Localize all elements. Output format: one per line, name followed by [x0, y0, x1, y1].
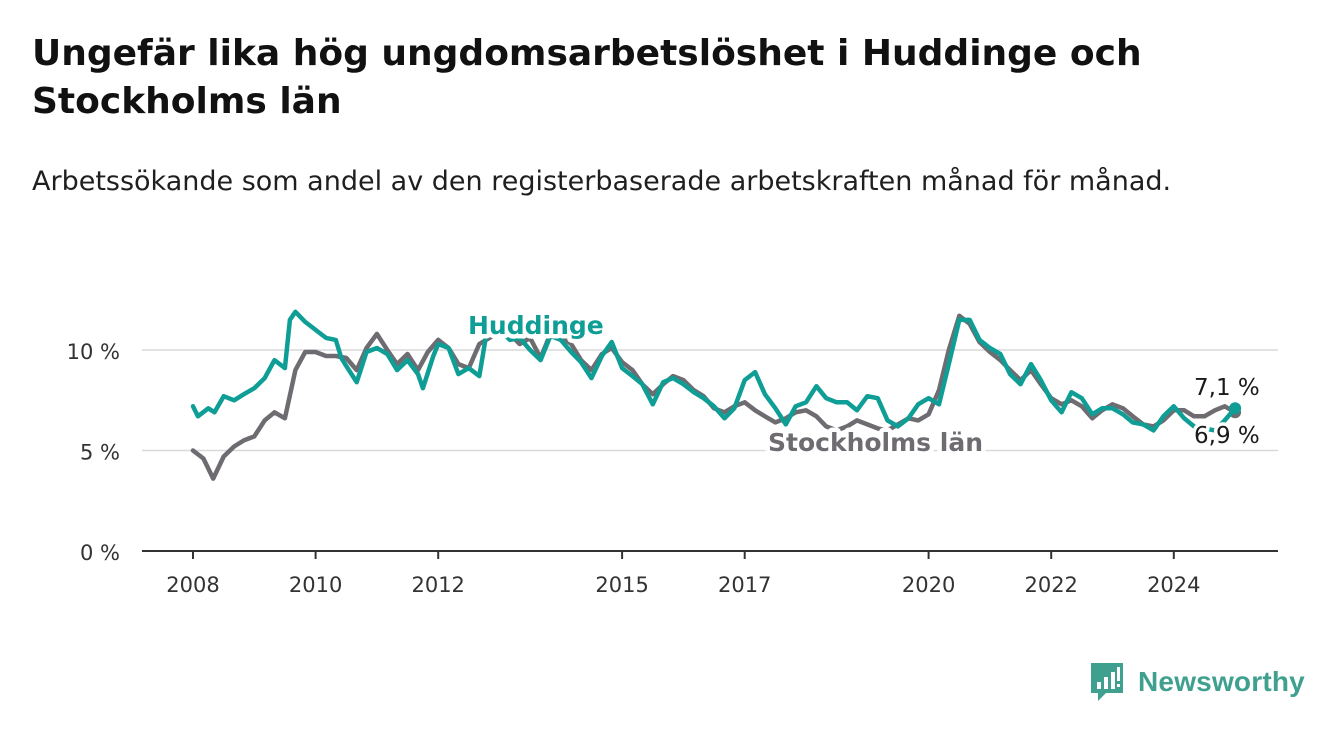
- series-line-1: [190, 309, 1238, 433]
- end-value-label: 7,1 %: [1194, 375, 1260, 401]
- chart-subtitle: Arbetssökande som andel av den registerb…: [32, 166, 1172, 197]
- newsworthy-chart-icon: [1091, 663, 1123, 701]
- x-tick-label: 2017: [718, 573, 771, 597]
- series-lines: [190, 309, 1242, 481]
- x-tick-label: 2022: [1024, 573, 1077, 597]
- brand-name: Newsworthy: [1138, 666, 1305, 697]
- series-name-halo: Huddinge: [468, 311, 604, 340]
- x-tick-label: 2012: [411, 573, 464, 597]
- end-value-halo: 6,9 %: [1194, 423, 1260, 449]
- y-axis: 0 % 5 % 10 %: [67, 340, 120, 565]
- x-tick-label: 2008: [166, 573, 219, 597]
- y-tick-label: 5 %: [80, 441, 120, 465]
- chart-title: Ungefär lika hög ungdomsarbetslöshet i H…: [32, 33, 1142, 122]
- series-name-label: Huddinge: [468, 311, 604, 340]
- end-value-halo: 7,1 %: [1194, 375, 1260, 401]
- x-tick-label: 2024: [1147, 573, 1200, 597]
- y-tick-label: 0 %: [80, 541, 120, 565]
- newsworthy-logo[interactable]: Newsworthy: [1088, 660, 1305, 704]
- x-tick-label: 2010: [289, 573, 342, 597]
- end-value-label: 6,9 %: [1194, 423, 1260, 449]
- series-end-point-1: [1229, 402, 1242, 415]
- series-name-halo: Stockholms län: [768, 428, 983, 457]
- x-tick-label: 2015: [595, 573, 648, 597]
- x-axis: 2008 2010 2012 2015 2017 2020 2022 2024: [142, 550, 1278, 597]
- y-tick-label: 10 %: [67, 340, 120, 364]
- gridlines: [142, 349, 1278, 452]
- x-tick-label: 2020: [902, 573, 955, 597]
- series-name-label: Stockholms län: [768, 428, 983, 457]
